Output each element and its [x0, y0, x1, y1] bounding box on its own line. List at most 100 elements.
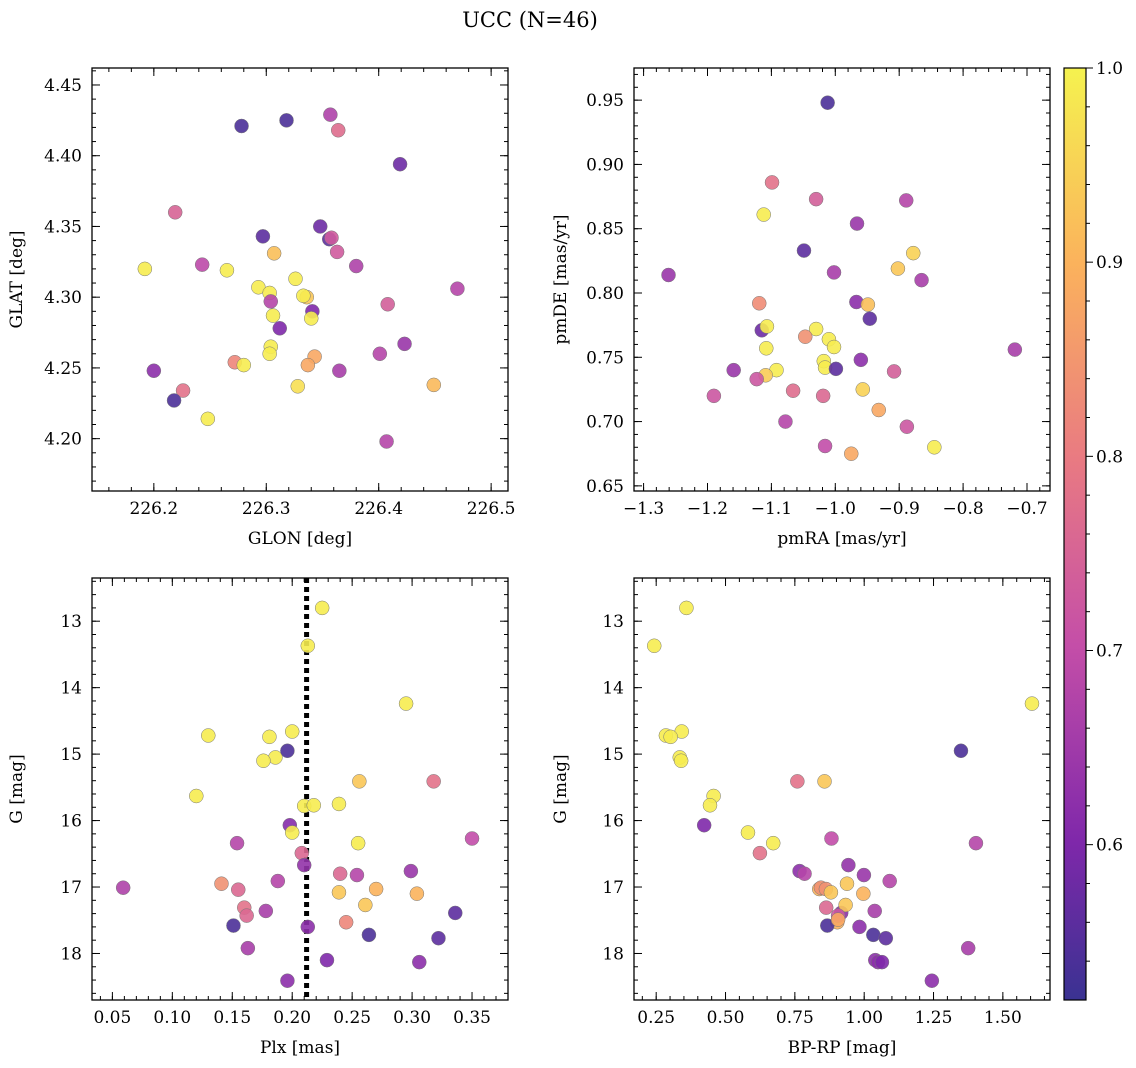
x-tick-label: 226.4 [354, 499, 403, 519]
data-point [431, 930, 446, 946]
y-axis-label: pmDE [mas/yr] [551, 214, 571, 344]
x-tick-label: −0.7 [1006, 499, 1047, 519]
data-point [231, 882, 246, 897]
data-point [886, 364, 902, 379]
x-tick-label: 1.00 [845, 1008, 883, 1028]
data-point [350, 835, 366, 851]
data-point [867, 903, 882, 919]
data-point [898, 193, 914, 208]
data-point [740, 825, 756, 840]
data-point [663, 729, 678, 745]
data-point [319, 952, 335, 968]
data-point [219, 263, 235, 278]
data-point [968, 835, 984, 851]
x-axis-label: BP-RP [mag] [788, 1038, 897, 1058]
x-tick-label: 0.20 [273, 1008, 311, 1028]
data-point [871, 402, 886, 418]
data-point [673, 753, 689, 769]
data-point [853, 352, 869, 368]
data-point [372, 346, 388, 362]
data-point [189, 788, 204, 804]
data-point [300, 638, 316, 654]
data-point [266, 246, 282, 261]
y-tick-label: 0.70 [586, 413, 624, 433]
y-axis-label: G [mag] [7, 754, 27, 823]
data-point [175, 383, 191, 398]
y-tick-label: 0.85 [586, 220, 624, 240]
data-point [882, 873, 897, 889]
data-point [368, 881, 384, 897]
y-tick-label: 4.20 [44, 430, 82, 450]
data-point [398, 696, 414, 711]
y-tick-label: 14 [60, 679, 82, 699]
data-point [296, 857, 312, 873]
data-point [661, 267, 676, 283]
data-point [844, 446, 859, 461]
data-point [361, 927, 377, 943]
data-point [256, 753, 271, 769]
data-point [284, 724, 300, 739]
panel-plx-g: 0.05 0.10 0.15 0.20 0.25 0.30 0.35 13 14 15 16 17 18… [7, 577, 509, 1058]
data-point [839, 876, 855, 891]
x-tick-label: 0.05 [93, 1008, 131, 1028]
data-point [392, 156, 408, 172]
data-point [306, 798, 322, 813]
x-tick-label: −1.3 [623, 499, 664, 519]
data-point [426, 774, 441, 789]
data-point [826, 265, 842, 280]
y-tick-label: 17 [602, 878, 624, 898]
data-point [906, 245, 921, 261]
data-point [914, 272, 929, 288]
y-tick-label: 15 [602, 745, 624, 765]
data-point [874, 954, 890, 970]
colorbar-tick-label: 0.9 [1096, 253, 1123, 273]
data-point [262, 729, 277, 745]
panel-bprp-g: 0.25 0.50 0.75 1.00 1.25 1.50 13 14 15 16 17 18 BP-R… [551, 577, 1051, 1058]
data-point [817, 774, 832, 789]
x-tick-label: 1.50 [984, 1008, 1022, 1028]
data-point [380, 297, 395, 312]
data-point [751, 296, 767, 311]
x-tick-label: 0.25 [637, 1008, 675, 1028]
x-tick-label: −1.0 [815, 499, 856, 519]
data-point [797, 866, 812, 881]
data-point [696, 817, 712, 833]
colorbar-tick-label: 0.6 [1096, 836, 1123, 856]
data-point [828, 361, 844, 377]
data-point [706, 388, 722, 404]
y-tick-label: 4.35 [44, 217, 82, 237]
data-point [167, 205, 183, 220]
data-point [838, 897, 853, 913]
data-point [818, 900, 834, 915]
data-point [860, 297, 876, 312]
data-point [200, 411, 216, 427]
x-tick-label: 0.35 [453, 1008, 491, 1028]
data-point [137, 261, 153, 277]
y-tick-label: 17 [60, 878, 82, 898]
data-point [279, 113, 294, 128]
x-axis-label: Plx [mas] [260, 1038, 340, 1058]
data-point [288, 271, 303, 287]
data-point [764, 175, 780, 190]
data-point [300, 357, 316, 373]
y-tick-label: 4.45 [44, 76, 82, 96]
x-tick-label: 0.75 [776, 1008, 814, 1028]
data-point [841, 857, 856, 873]
x-tick-label: 0.25 [333, 1008, 371, 1028]
data-point [464, 831, 480, 846]
data-point [817, 438, 833, 454]
y-tick-label: 14 [602, 679, 624, 699]
data-point [194, 257, 210, 272]
plot-frame [91, 67, 509, 492]
x-axis-label: pmRA [mas/yr] [777, 529, 906, 549]
data-point [397, 336, 412, 352]
data-point [262, 346, 277, 362]
data-point [296, 288, 311, 304]
data-point [927, 440, 942, 455]
y-tick-label: 0.65 [586, 477, 624, 497]
data-point [272, 321, 288, 336]
data-point [331, 796, 347, 812]
x-axis-label: GLON [deg] [248, 529, 352, 549]
scatter-points [646, 600, 1040, 988]
data-point [409, 886, 425, 901]
